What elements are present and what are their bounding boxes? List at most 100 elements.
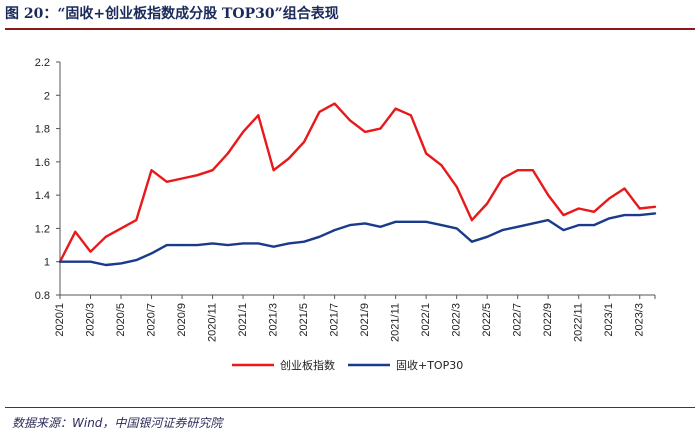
data-point (654, 205, 656, 208)
data-point (440, 164, 443, 167)
data-point (364, 131, 367, 133)
data-point (181, 244, 183, 246)
data-point (471, 219, 473, 222)
x-tick-label: 2022/1 (420, 303, 432, 337)
data-point (364, 222, 367, 225)
data-point (211, 169, 214, 172)
data-point (455, 227, 458, 230)
data-point (104, 235, 107, 238)
data-point (303, 140, 306, 143)
data-point (150, 169, 153, 172)
data-point (501, 177, 504, 180)
y-tick-label: 1.2 (35, 223, 50, 235)
y-tick-label: 1.6 (35, 157, 50, 169)
data-point (608, 217, 611, 220)
data-point (348, 224, 351, 227)
data-point (287, 157, 290, 160)
data-point (379, 127, 382, 130)
data-point (181, 177, 183, 180)
x-tick-label: 2020/1 (54, 303, 66, 337)
x-tick-label: 2021/3 (268, 303, 280, 337)
data-point (409, 114, 412, 117)
x-tick-label: 2022/7 (512, 303, 524, 337)
data-point (547, 219, 550, 222)
legend-label: 创业板指数 (280, 358, 335, 372)
x-tick-label: 2023/3 (634, 303, 646, 337)
data-point (120, 227, 122, 230)
data-point (242, 131, 244, 133)
x-tick-label: 2020/7 (146, 303, 158, 337)
data-point (196, 174, 199, 177)
x-tick-label: 2020/5 (115, 303, 127, 337)
x-tick-label: 2022/3 (451, 303, 463, 337)
x-tick-label: 2021/7 (329, 303, 341, 337)
data-point (257, 114, 260, 117)
y-tick-label: 2.2 (35, 57, 50, 69)
data-point (409, 220, 412, 223)
data-point (59, 260, 61, 263)
data-point (486, 202, 489, 205)
data-point (135, 219, 138, 222)
y-tick-label: 0.8 (35, 290, 50, 302)
data-point (135, 259, 138, 261)
x-tick-label: 2020/3 (85, 303, 97, 337)
data-point (150, 252, 153, 255)
data-point (394, 220, 397, 223)
data-point (257, 242, 260, 245)
y-tick-label: 1.4 (35, 190, 50, 202)
data-point (272, 245, 275, 248)
data-point (471, 240, 473, 243)
data-point (196, 244, 199, 246)
legend-label: 固收+TOP30 (396, 358, 463, 372)
data-point (532, 222, 534, 225)
x-tick-label: 2021/9 (359, 303, 371, 337)
data-point (226, 152, 229, 155)
x-tick-label: 2022/5 (481, 303, 493, 337)
bottom-rule (5, 407, 695, 408)
data-point (638, 207, 641, 210)
data-point (379, 225, 382, 228)
data-point (333, 229, 336, 231)
x-tick-label: 2023/1 (603, 303, 615, 337)
data-point (562, 229, 565, 231)
data-point (318, 235, 321, 238)
x-tick-label: 2021/11 (390, 303, 402, 342)
data-point (623, 187, 626, 190)
data-point (242, 242, 244, 245)
x-tick-label: 2020/9 (176, 303, 188, 337)
y-tick-label: 1 (44, 257, 50, 269)
y-tick-label: 1.8 (35, 124, 50, 136)
data-point (440, 224, 443, 227)
data-point (608, 197, 611, 200)
data-point (303, 240, 306, 243)
data-point (74, 260, 77, 263)
x-tick-label: 2021/1 (237, 303, 249, 337)
data-point (89, 260, 92, 263)
series-line-2 (58, 212, 657, 267)
data-point (211, 242, 214, 245)
chart-title: 图 20：“固收+创业板指数成分股 TOP30”组合表现 (5, 6, 339, 22)
data-point (348, 119, 351, 122)
data-point (593, 210, 595, 213)
data-point (455, 185, 458, 188)
top-rule (5, 28, 695, 30)
line-chart: 0.8 1 1.2 1.4 1.6 1.8 2 2.2 2020/1 2020/3 2020/5 20… (35, 57, 657, 372)
chart-axes: 0.8 1 1.2 1.4 1.6 1.8 2 2.2 2020/1 2020/3 2020/5 20… (35, 57, 656, 342)
data-point (104, 264, 107, 266)
data-point (654, 212, 656, 215)
x-tick-label: 2020/11 (207, 303, 219, 342)
data-point (486, 235, 489, 238)
data-point (547, 194, 550, 197)
data-point (577, 207, 580, 210)
y-tick-label: 2 (44, 90, 50, 102)
data-point (516, 225, 519, 228)
data-point (74, 230, 77, 233)
data-point (516, 169, 519, 172)
x-tick-label: 2022/9 (542, 303, 554, 337)
x-tick-label: 2021/5 (298, 303, 310, 337)
data-point (272, 169, 275, 172)
source-note: 数据来源：Wind，中国银河证券研究院 (12, 416, 223, 430)
data-point (425, 220, 428, 223)
data-point (394, 107, 397, 110)
data-point (501, 229, 504, 231)
